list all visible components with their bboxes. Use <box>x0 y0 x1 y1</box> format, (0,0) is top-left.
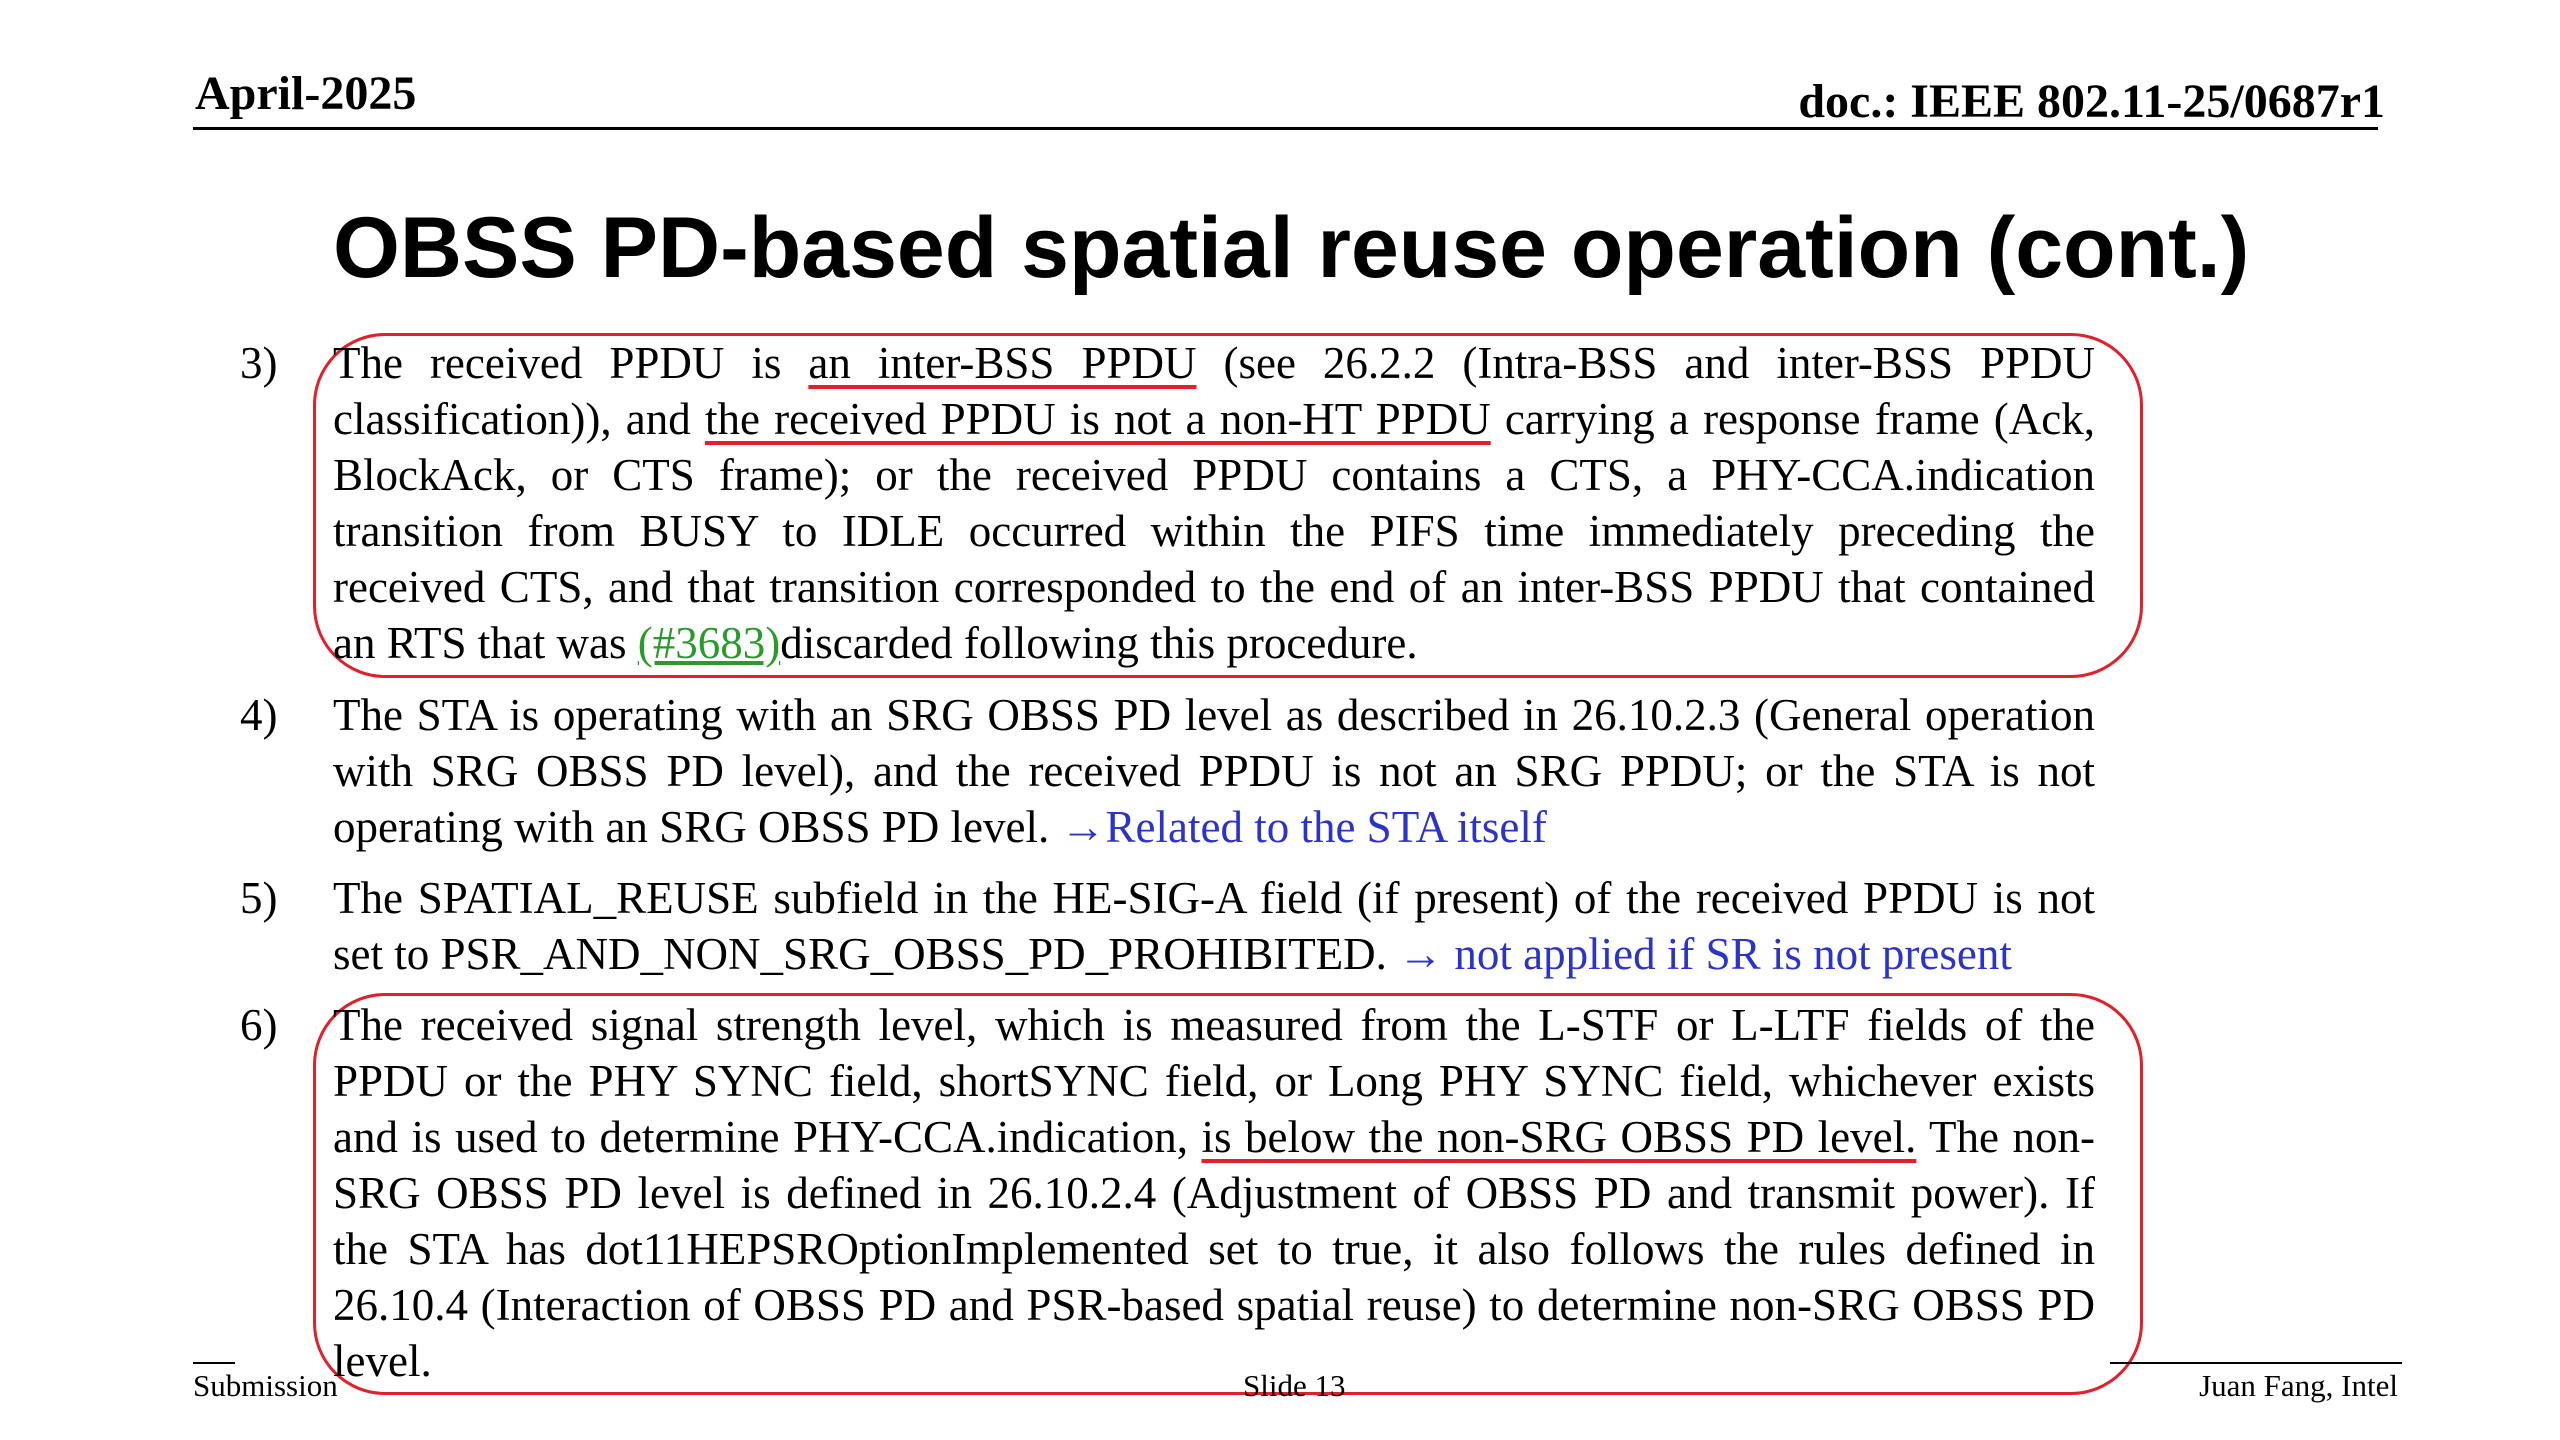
list-item: The received signal strength level, whic… <box>333 997 2095 1389</box>
item-text: The received signal strength level, whic… <box>333 1000 2095 1162</box>
annotation-note: →Related to the STA itself <box>1060 802 1547 852</box>
slide-title: OBSS PD-based spatial reuse operation (c… <box>333 200 2250 296</box>
underlined-phrase: is below the non-SRG OBSS PD level. <box>1201 1112 1917 1162</box>
footer-submission: Submission <box>193 1368 338 1403</box>
footer-slide-number: Slide 13 <box>1243 1368 1346 1403</box>
header-rule <box>193 127 2378 130</box>
header-doc-id: doc.: IEEE 802.11-25/0687r1 <box>1798 75 2385 128</box>
item-text: The non-SRG OBSS PD level is defined in … <box>333 1112 2096 1386</box>
item-number: 6) <box>240 1000 278 1050</box>
list-item: The STA is operating with an SRG OBSS PD… <box>333 687 2095 855</box>
item-text: (see 26.2.2 (Intra-BSS and inter-BSS PPD… <box>333 338 2096 444</box>
item-text: The STA is operating with an SRG OBSS PD… <box>333 690 2095 852</box>
underlined-phrase: an inter-BSS PPDU <box>808 338 1197 388</box>
highlight-box-item-6 <box>313 993 2143 1395</box>
highlight-box-item-3 <box>313 333 2143 678</box>
annotation-note: → not applied if SR is not present <box>1398 929 2012 979</box>
footer-rule-right <box>2110 1362 2402 1364</box>
list-item: The received PPDU is an inter-BSS PPDU (… <box>333 335 2095 671</box>
footer-rule-left <box>193 1362 235 1364</box>
footer-author: Juan Fang, Intel <box>2199 1368 2398 1403</box>
item-number: 3) <box>240 338 278 388</box>
item-text: The received PPDU is <box>333 338 809 388</box>
item-number: 4) <box>240 690 278 740</box>
list-item: The SPATIAL_REUSE subfield in the HE-SIG… <box>333 870 2095 982</box>
item-number: 5) <box>240 873 278 923</box>
item-text: carrying a response frame (Ack, BlockAck… <box>333 394 2095 668</box>
underlined-phrase: the received PPDU is not a non-HT PPDU <box>704 394 1491 444</box>
item-text: The SPATIAL_REUSE subfield in the HE-SIG… <box>333 873 2095 979</box>
comment-link[interactable]: (#3683) <box>637 618 781 668</box>
header-date: April-2025 <box>195 67 417 120</box>
item-text: discarded following this procedure. <box>780 618 1418 668</box>
